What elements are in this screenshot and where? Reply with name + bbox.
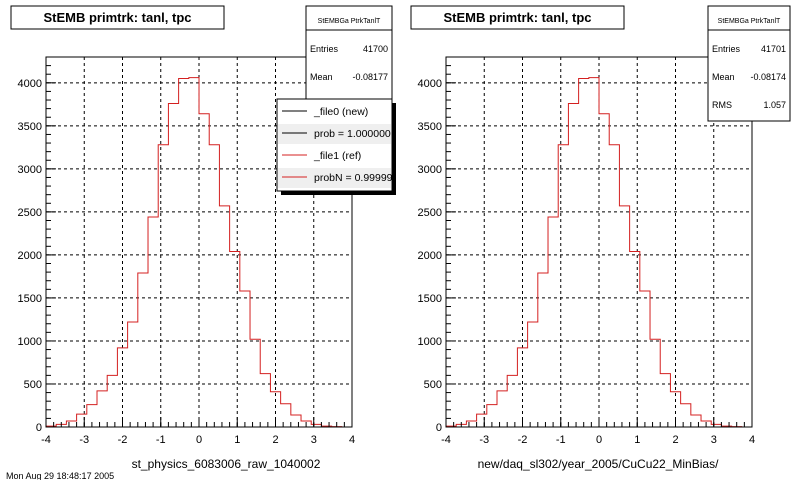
y-tick-label: 2500 <box>418 207 442 219</box>
stats-row-value: 41701 <box>761 44 786 54</box>
axis-ticks: -4 -3 -2 -1 0 1 2 3 4 0 500 1000 1500 2000 2500 3000 350… <box>418 56 755 446</box>
x-tick-label: 2 <box>272 434 278 446</box>
x-axis-label: st_physics_6083006_raw_1040002 <box>132 457 321 471</box>
y-tick-label: 1000 <box>18 336 42 348</box>
stats-box <box>707 5 791 122</box>
histogram-series-line <box>45 77 353 428</box>
legend: _file0 (new) prob = 1.000000 _file1 (ref) p… <box>276 98 396 195</box>
y-tick-label: 3000 <box>418 164 442 176</box>
y-tick-label: 4000 <box>418 78 442 90</box>
y-tick-label: 2000 <box>418 250 442 262</box>
x-tick-label: -3 <box>479 434 489 446</box>
x-tick-label: -1 <box>556 434 566 446</box>
y-tick-label: 1000 <box>418 336 442 348</box>
x-tick-label: 1 <box>634 434 640 446</box>
legend-row-bg <box>278 168 391 188</box>
legend-entry-label: prob = 1.000000 <box>314 128 391 140</box>
x-axis-label: new/daq_sl302/year_2005/CuCu22_MinBias/ <box>478 457 719 471</box>
x-tick-label: -4 <box>441 434 451 446</box>
y-tick-label: 0 <box>36 422 42 434</box>
x-tick-label: -4 <box>41 434 51 446</box>
x-tick-label: 0 <box>196 434 202 446</box>
stats-row-label: Entries <box>712 44 741 54</box>
stats-row-label: Mean <box>310 72 333 82</box>
chart-title: StEMB primtrk: tanl, tpc <box>43 10 191 25</box>
x-tick-label: 1 <box>234 434 240 446</box>
stats-box <box>305 5 393 102</box>
histogram-panel-right: -4 -3 -2 -1 0 1 2 3 4 0 500 1000 1500 2000 2500 3000 350… <box>410 5 791 471</box>
stats-row-label: Mean <box>712 72 735 82</box>
histogram-series-line <box>445 77 753 428</box>
stats-row-label: Entries <box>310 44 339 54</box>
footer-timestamp: Mon Aug 29 18:48:17 2005 <box>6 471 114 480</box>
legend-row-bg <box>278 124 391 144</box>
x-tick-label: -2 <box>518 434 528 446</box>
chart-title: StEMB primtrk: tanl, tpc <box>443 10 591 25</box>
y-tick-label: 1500 <box>418 293 442 305</box>
y-tick-label: 2000 <box>18 250 42 262</box>
title-box <box>10 5 225 30</box>
stats-box-name: StEMBGa PtrkTanlT <box>718 18 781 25</box>
stats-row-label: RMS <box>712 100 732 110</box>
x-tick-label: -1 <box>156 434 166 446</box>
y-tick-label: 2500 <box>18 207 42 219</box>
x-tick-label: 0 <box>596 434 602 446</box>
y-tick-label: 500 <box>424 379 442 391</box>
axis-ticks: -4 -3 -2 -1 0 1 2 3 4 0 500 1000 1500 2000 2500 3000 350… <box>18 56 355 446</box>
y-tick-label: 3500 <box>18 121 42 133</box>
y-tick-label: 1500 <box>18 293 42 305</box>
legend-entry-label: _file0 (new) <box>313 106 368 118</box>
legend-entry-label: _file1 (ref) <box>313 150 361 162</box>
y-tick-label: 4000 <box>18 78 42 90</box>
x-tick-label: 4 <box>749 434 755 446</box>
y-tick-label: 3500 <box>418 121 442 133</box>
x-tick-label: 3 <box>711 434 717 446</box>
stats-box-name: StEMBGa PtrkTanlT <box>318 18 381 25</box>
legend-entry-label: probN = 0.99999 <box>314 172 393 184</box>
y-tick-label: 500 <box>24 379 42 391</box>
stats-row-value: 41700 <box>363 44 388 54</box>
stats-row-value: 1.057 <box>763 100 786 110</box>
y-tick-label: 3000 <box>18 164 42 176</box>
x-tick-label: -3 <box>79 434 89 446</box>
y-tick-label: 0 <box>436 422 442 434</box>
x-tick-label: 4 <box>349 434 355 446</box>
stats-row-value: -0.08174 <box>750 72 786 82</box>
x-tick-label: 2 <box>672 434 678 446</box>
title-box <box>410 5 625 30</box>
histogram-panel-left: -4 -3 -2 -1 0 1 2 3 4 0 500 1000 1500 2000 2500 3000 350… <box>10 5 396 471</box>
x-tick-label: 3 <box>311 434 317 446</box>
stats-row-value: -0.08177 <box>352 72 388 82</box>
x-tick-label: -2 <box>118 434 128 446</box>
